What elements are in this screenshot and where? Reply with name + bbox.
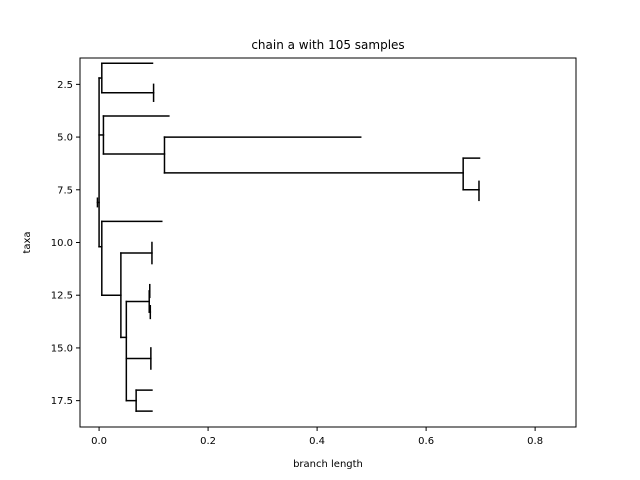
x-tick-label-4: 0.8 bbox=[527, 436, 543, 447]
y-tick-label-6: 17.5 bbox=[51, 396, 73, 407]
y-tick-label-0: 2.5 bbox=[57, 80, 73, 91]
x-axis-label: branch length bbox=[293, 459, 363, 470]
x-tick-label-2: 0.4 bbox=[309, 436, 325, 447]
y-axis-label: taxa bbox=[22, 231, 33, 253]
axis-ticks: 0.0 0.2 0.4 0.6 0.8 2.5 5.0 7.5 10.0 12.5 15.0 17.5 bbox=[51, 80, 543, 447]
x-tick-label-1: 0.2 bbox=[200, 436, 216, 447]
y-tick-label-1: 5.0 bbox=[57, 133, 73, 144]
y-tick-label-4: 12.5 bbox=[51, 291, 73, 302]
y-tick-label-3: 10.0 bbox=[51, 238, 73, 249]
y-tick-label-5: 15.0 bbox=[51, 343, 73, 354]
x-tick-label-3: 0.6 bbox=[418, 436, 434, 447]
y-tick-label-2: 7.5 bbox=[57, 185, 73, 196]
tree-branches bbox=[96, 62, 481, 412]
plot-frame bbox=[79, 57, 577, 428]
chart-title: chain a with 105 samples bbox=[251, 38, 404, 52]
x-tick-label-0: 0.0 bbox=[91, 436, 107, 447]
